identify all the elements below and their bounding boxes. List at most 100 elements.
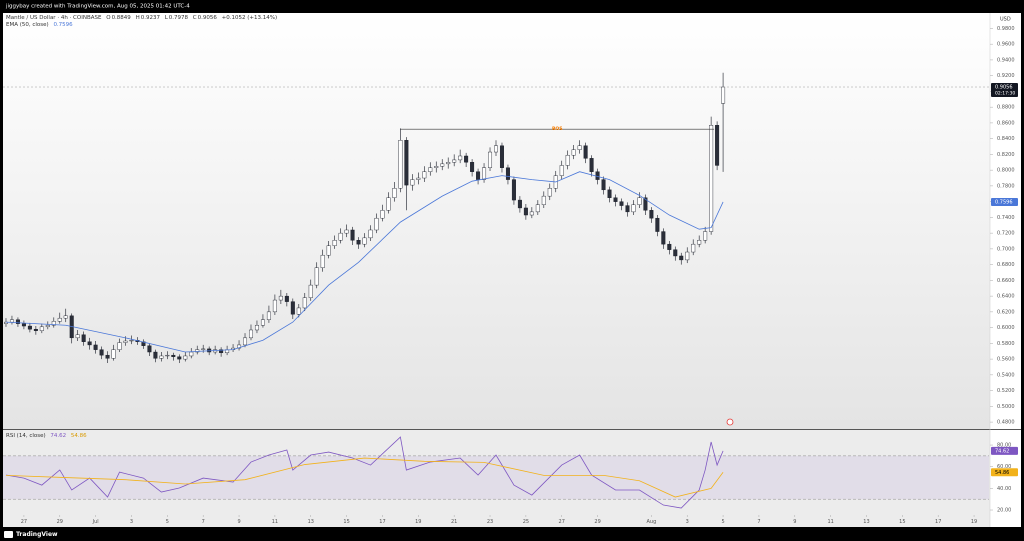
last-price-label: 0.9056	[995, 85, 1013, 91]
candle-body	[595, 171, 600, 180]
candle-body	[589, 158, 594, 172]
y-tick-label: 20.00	[997, 508, 1011, 514]
x-tick-label: 7	[202, 519, 205, 525]
candle-body	[541, 195, 546, 205]
x-tick-label: 19	[971, 519, 977, 525]
candle-body	[147, 345, 152, 353]
x-tick-label: 11	[827, 519, 833, 525]
y-tick-label: 0.8400	[997, 136, 1015, 142]
candle-body	[39, 326, 44, 331]
y-tick-label: 0.6200	[997, 309, 1015, 315]
candle-body	[434, 166, 439, 168]
candle-body	[488, 151, 493, 168]
y-tick-label: 60.00	[997, 464, 1011, 470]
rsi-band	[3, 455, 989, 500]
candle-body	[105, 354, 110, 359]
x-tick-label: 3	[686, 519, 689, 525]
candle-body	[416, 177, 421, 180]
candle-body	[577, 145, 582, 150]
x-tick-label: 29	[57, 519, 63, 525]
candle-body	[380, 210, 385, 219]
candle-body	[75, 334, 80, 339]
y-tick-label: 0.7800	[997, 183, 1015, 189]
x-tick-label: 9	[237, 519, 240, 525]
candle-body	[99, 349, 104, 356]
x-tick-label: 11	[272, 519, 278, 525]
candle-body	[697, 240, 702, 245]
candle-body	[177, 356, 182, 360]
candle-body	[470, 162, 475, 172]
price-pane	[3, 13, 990, 429]
y-tick-label: 0.6000	[997, 325, 1015, 331]
candle-body	[63, 315, 68, 319]
legend-title: Mantle / US Dollar · 4h · COINBASE	[6, 15, 102, 21]
candle-body	[87, 341, 92, 346]
candle-body	[482, 167, 487, 180]
candle-body	[643, 197, 648, 211]
candle-body	[183, 355, 188, 360]
candle-body	[254, 325, 259, 331]
last-price-box	[991, 83, 1018, 98]
legend-key: O	[106, 15, 111, 21]
candle-body	[398, 140, 403, 189]
y-tick-label: 0.5400	[997, 372, 1015, 378]
x-tick-label: 17	[379, 519, 385, 525]
legend-title: RSI (14, close)	[6, 433, 46, 439]
legend-value: 0.9056	[198, 15, 218, 21]
y-tick-label: 0.8200	[997, 152, 1015, 158]
y-tick-label: 0.7400	[997, 215, 1015, 221]
y-tick-label: 0.7000	[997, 246, 1015, 252]
y-tick-label: 0.5600	[997, 357, 1015, 363]
y-tick-label: 0.9200	[997, 73, 1015, 79]
candle-body	[565, 154, 570, 166]
candle-body	[673, 249, 678, 257]
candle-body	[326, 245, 331, 256]
event-icon	[726, 418, 734, 426]
candle-body	[721, 86, 726, 104]
candle-body	[284, 295, 289, 302]
indicator-line	[5, 436, 724, 509]
x-tick-label: 23	[487, 519, 493, 525]
value-box-label: 0.7596	[995, 199, 1013, 205]
candle-body	[57, 317, 62, 322]
x-tick-label: Jul	[92, 519, 99, 525]
candle-body	[404, 140, 409, 186]
candle-body	[9, 319, 14, 323]
candle-body	[691, 243, 696, 253]
candle-body	[464, 155, 469, 163]
y-tick-label: 40.00	[997, 486, 1011, 492]
y-tick-label: 0.7200	[997, 231, 1015, 237]
candle-body	[314, 267, 319, 286]
candle-body	[619, 201, 624, 206]
y-tick-label: 0.8600	[997, 120, 1015, 126]
candle-body	[338, 232, 343, 241]
candle-body	[189, 351, 194, 357]
candle-body	[272, 299, 277, 313]
rsi-pane	[3, 430, 990, 527]
candle-body	[505, 167, 510, 180]
x-tick-label: 17	[935, 519, 941, 525]
candle-body	[440, 163, 445, 167]
candle-body	[332, 240, 337, 246]
y-tick-label: 0.9400	[997, 57, 1015, 63]
candle-body	[123, 340, 128, 343]
x-tick-label: 13	[308, 519, 314, 525]
currency-unit: USD	[1000, 17, 1011, 23]
candle-body	[452, 159, 457, 163]
candle-body	[266, 311, 271, 320]
y-tick-label: 0.8000	[997, 168, 1015, 174]
candle-body	[302, 297, 307, 309]
legend: Mantle / US Dollar · 4h · COINBASE O0.88…	[6, 15, 277, 21]
candle-body	[529, 211, 534, 216]
candle-body	[601, 179, 606, 191]
candle-body	[523, 207, 528, 216]
candle-body	[260, 319, 265, 326]
candle-body	[703, 231, 708, 241]
indicator-line	[5, 457, 724, 498]
value-box	[991, 468, 1018, 477]
candle-body	[195, 349, 200, 353]
candle-body	[159, 355, 164, 359]
brand: TradingView	[16, 531, 58, 538]
price-axis	[990, 13, 1021, 527]
